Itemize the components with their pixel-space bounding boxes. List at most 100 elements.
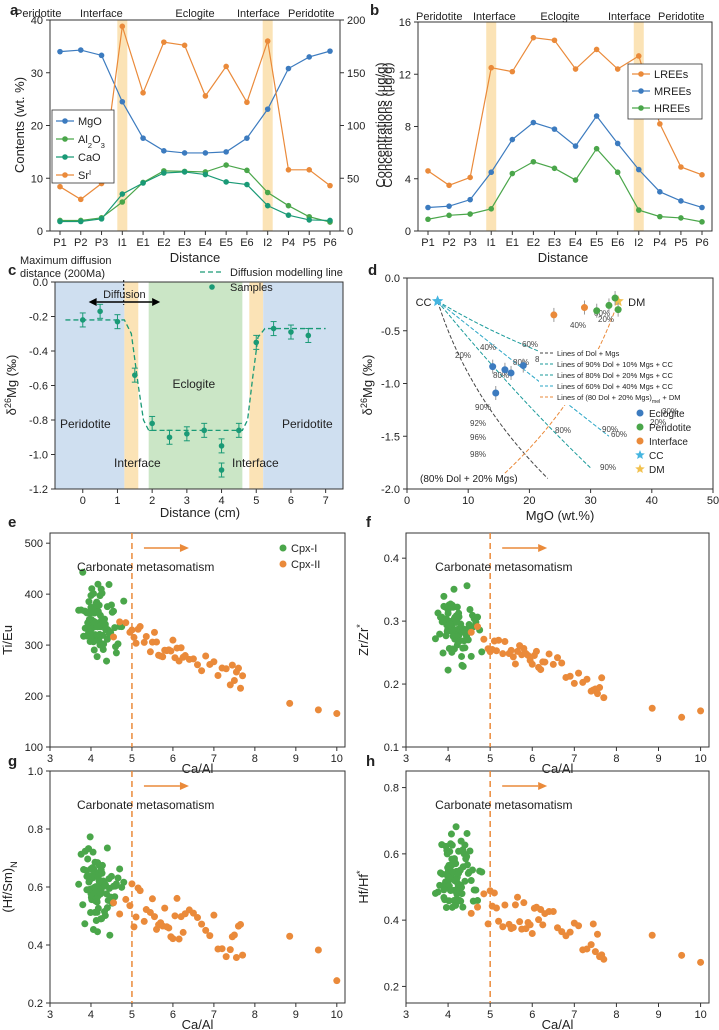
x-axis-title: Distance [538,250,589,265]
mixing-percent: 90% [602,425,618,434]
arrow-head [179,782,189,790]
x-tick-label: 6 [170,1009,176,1021]
cpx1-point [75,606,83,614]
data-point [488,64,495,71]
label-part: Hf/Hf [356,874,371,904]
zone-label: Peridotite [288,8,334,20]
data-point [572,143,579,149]
data-point [77,196,84,203]
cpx2-point [179,653,187,661]
y-tick-label: -0.2 [29,312,48,324]
data-point [202,171,209,178]
data-point [306,54,313,60]
legend-marker [638,105,644,111]
x-tick-label: P1 [53,237,66,249]
data-point [327,217,333,224]
x-tick-label: E4 [569,237,582,249]
cpx2-point [214,671,222,679]
data-point [57,48,63,55]
legend-marker [636,409,644,417]
interface-point [550,311,558,319]
cpx1-point [450,585,458,593]
label-part: δ [360,408,375,415]
zone-label: Peridotite [658,11,704,23]
y-tick-label: 16 [399,17,411,29]
peridotite-point [611,294,619,302]
annotation-text: Carbonate metasomatism [435,798,572,812]
x-tick-label: P5 [302,237,315,249]
endmember-label: DM [628,297,645,309]
cpx2-point [116,910,124,918]
y-tick-label: 0.2 [384,679,399,691]
cpx2-point [173,894,181,902]
cpx1-point [466,847,474,855]
cpx2-point [495,917,503,925]
cpx1-point [89,638,97,646]
legend-marker [209,284,215,290]
cpx2-point [549,660,557,668]
data-point [593,113,600,119]
cpx2-point [175,935,183,943]
cpx1-point [440,592,448,600]
cpx2-point [116,618,124,626]
cpx1-point [478,868,486,876]
y-tick-label: -1.2 [29,484,48,496]
cpx1-point [112,649,120,657]
x-tick-label: 10 [694,1009,706,1021]
data-point [467,196,473,203]
cpx2-point [678,951,686,959]
x-tick-label: 0 [404,495,410,507]
x-tick-label: P5 [674,237,687,249]
cpx1-point [461,644,469,652]
data-point [119,191,126,197]
x-tick-label: 8 [613,753,619,765]
label-part: Mg (‰) [4,355,19,398]
data-point [488,205,495,212]
cpx2-point [495,636,503,644]
mixing-percent: 80% [555,426,571,435]
cpx1-point [79,568,87,576]
x-tick-label: 6 [288,495,294,507]
data-point [132,372,138,378]
cpx2-point [501,901,509,909]
cpx2-point [206,932,214,940]
cpx2-point [239,672,247,680]
data-point [678,164,684,170]
cpx2-point [234,664,242,672]
cpx1-point [459,662,467,670]
x-tick-label: 3 [403,1009,409,1021]
cpx2-point [575,669,583,677]
cpx2-point [314,946,322,954]
y-tick-label: -1.0 [381,379,400,391]
cpx2-point [232,953,240,961]
cpx2-point [132,639,140,647]
x-tick-label: 50 [707,495,719,507]
data-point [551,165,558,172]
mixing-percent: 96% [470,433,486,442]
cpx1-point [90,646,98,654]
cpx2-point [194,914,201,922]
mixing-percent: 60% [611,430,627,439]
panel-letter: e [8,514,16,531]
cpx1-point [467,876,475,884]
data-point [218,467,225,473]
cpx1-point [112,882,120,890]
data-point [530,119,537,126]
cpx2-point [286,699,294,707]
annotation-text: Diffusion [103,289,146,301]
x-axis-title: MgO (wt.%) [526,508,595,523]
cpx2-point [558,659,566,667]
cpx1-point [87,625,95,633]
legend-label: Al2O3 [78,134,105,150]
cpx2-point [314,706,322,714]
cpx1-point [463,829,471,837]
legend-label: Cpx-II [291,559,320,571]
cpx2-point [528,660,536,668]
cpx1-point [103,904,111,912]
y-tick-label: 100 [347,121,365,133]
data-point [57,218,63,225]
cpx1-point [101,912,109,920]
cpx1-point [106,931,114,939]
interface-band [633,22,644,231]
y-tick-label: -1.5 [381,431,400,443]
